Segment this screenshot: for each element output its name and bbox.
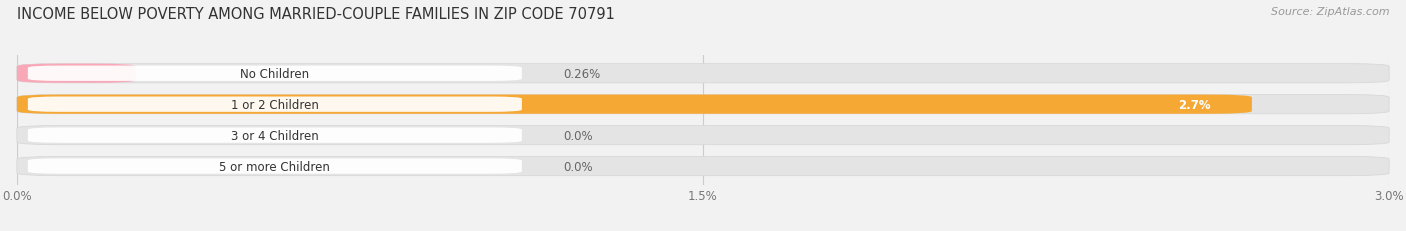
- FancyBboxPatch shape: [28, 159, 522, 174]
- Text: Source: ZipAtlas.com: Source: ZipAtlas.com: [1271, 7, 1389, 17]
- Text: 0.26%: 0.26%: [562, 67, 600, 80]
- Text: No Children: No Children: [240, 67, 309, 80]
- FancyBboxPatch shape: [17, 126, 1389, 145]
- Text: 0.0%: 0.0%: [562, 129, 593, 142]
- FancyBboxPatch shape: [17, 95, 1251, 114]
- Text: 3 or 4 Children: 3 or 4 Children: [231, 129, 319, 142]
- Text: 2.7%: 2.7%: [1178, 98, 1211, 111]
- FancyBboxPatch shape: [17, 157, 1389, 176]
- Text: 1 or 2 Children: 1 or 2 Children: [231, 98, 319, 111]
- FancyBboxPatch shape: [17, 64, 136, 83]
- FancyBboxPatch shape: [17, 64, 1389, 83]
- FancyBboxPatch shape: [28, 128, 522, 143]
- Text: 5 or more Children: 5 or more Children: [219, 160, 330, 173]
- FancyBboxPatch shape: [17, 95, 1389, 114]
- Text: 0.0%: 0.0%: [562, 160, 593, 173]
- FancyBboxPatch shape: [28, 97, 522, 112]
- Text: INCOME BELOW POVERTY AMONG MARRIED-COUPLE FAMILIES IN ZIP CODE 70791: INCOME BELOW POVERTY AMONG MARRIED-COUPL…: [17, 7, 614, 22]
- FancyBboxPatch shape: [28, 66, 522, 82]
